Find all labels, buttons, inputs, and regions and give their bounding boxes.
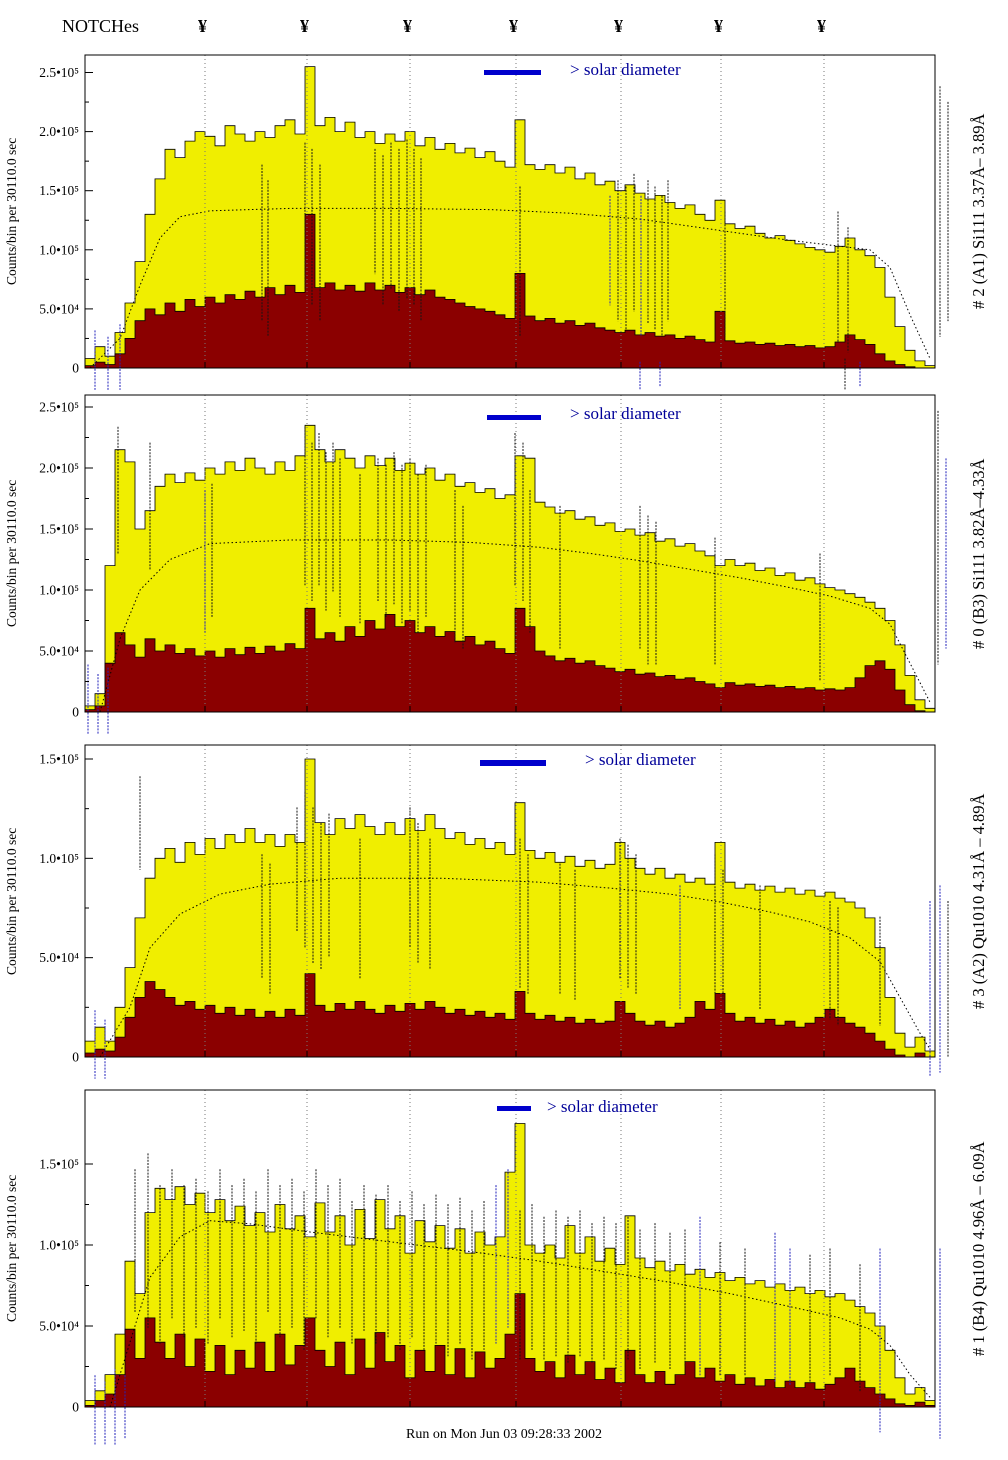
y-tick-label: 1.5•10⁵ xyxy=(39,522,79,537)
y-axis-label-panel3: Counts/bin per 30110.0 sec xyxy=(4,827,19,975)
solar-diameter-bar xyxy=(487,415,541,420)
y-tick-label: 5.0•10⁴ xyxy=(39,950,79,965)
y-tick-label: 1.5•10⁵ xyxy=(39,183,79,198)
envelope-curve xyxy=(109,1220,931,1408)
y-tick-label: 0 xyxy=(72,1050,79,1065)
y-axis-label-panel2: Counts/bin per 30110.0 sec xyxy=(4,479,19,628)
notch-symbol: ¥ xyxy=(300,16,309,36)
y-tick-label: 2.0•10⁵ xyxy=(39,124,79,139)
notch-symbol: ¥ xyxy=(198,16,207,36)
panel-frame xyxy=(84,394,936,713)
notch-symbol: ¥ xyxy=(614,16,623,36)
y-tick-label: 1.0•10⁵ xyxy=(39,851,79,866)
total-histogram xyxy=(84,1123,936,1408)
panel-frame xyxy=(84,1089,936,1408)
envelope-curve xyxy=(99,539,931,713)
solar-diameter-label-panel4: > solar diameter xyxy=(547,1097,658,1116)
solar-diameter-bar xyxy=(484,70,541,75)
channel-title-panel2: # 0 (B3) Si111 3.82Å–4.33Å xyxy=(969,458,988,649)
solar-diameter-label-panel2: > solar diameter xyxy=(570,404,681,423)
solar-diameter-label-panel1: > solar diameter xyxy=(570,60,681,79)
y-tick-label: 1.5•10⁵ xyxy=(39,751,79,766)
y-tick-label: 2.5•10⁵ xyxy=(39,400,79,415)
y-axis-label-panel1: Counts/bin per 30110.0 sec xyxy=(4,137,19,286)
panel-frame xyxy=(84,54,936,369)
y-tick-label: 0 xyxy=(72,1400,79,1415)
notch-symbol: ¥ xyxy=(817,16,826,36)
y-tick-label: 2.5•10⁵ xyxy=(39,65,79,80)
panel-2: 0 5.0•10⁴ 1.0•10⁵ 1.5•10⁵ xyxy=(39,744,949,1079)
background-histogram xyxy=(84,1293,936,1408)
run-timestamp: Run on Mon Jun 03 09:28:33 2002 xyxy=(405,1427,602,1442)
notch-symbol: ¥ xyxy=(403,16,412,36)
y-tick-label: 0 xyxy=(72,361,79,376)
y-tick-label: 1.0•10⁵ xyxy=(39,583,79,598)
y-tick-label: 5.0•10⁴ xyxy=(39,301,79,316)
y-axis-label-panel4: Counts/bin per 30110.0 sec xyxy=(4,1174,19,1323)
background-histogram xyxy=(84,607,935,713)
y-tick-label: 5.0•10⁴ xyxy=(39,1319,79,1334)
panel-frame xyxy=(84,744,936,1058)
solar-diameter-bar xyxy=(480,760,546,766)
solar-diameter-label-panel3: > solar diameter xyxy=(585,750,696,769)
y-tick-label: 2.0•10⁵ xyxy=(39,461,79,476)
background-histogram xyxy=(84,213,935,369)
y-tick-label: 1.5•10⁵ xyxy=(39,1157,79,1172)
background-histogram xyxy=(84,973,935,1058)
channel-title-panel3: # 3 (A2) Qu1010 4.31Å – 4.89Å xyxy=(969,793,988,1009)
channel-title-panel1: # 2 (A1) Si111 3.37Å– 3.89Å xyxy=(969,113,988,310)
y-tick-label: 1.0•10⁵ xyxy=(39,242,79,257)
y-tick-label: 1.0•10⁵ xyxy=(39,1238,79,1253)
panel-0: 0 5.0•10⁴ 1.0•10⁵ 1.5•10⁵ 2.0•10⁵ 2.5•10⁵ xyxy=(39,54,949,390)
solar-diameter-bar xyxy=(497,1106,531,1111)
notch-symbol: ¥ xyxy=(714,16,723,36)
y-tick-label: 5.0•10⁴ xyxy=(39,644,79,659)
panel-1: 0 5.0•10⁴ 1.0•10⁵ 1.5•10⁵ 2.0•10⁵ 2.5•10⁵ xyxy=(39,394,947,735)
envelope-curve xyxy=(89,207,931,369)
channel-title-panel4: # 1 (B4) Qu1010 4.96Å – 6.09Å xyxy=(969,1141,988,1356)
notch-symbol: ¥ xyxy=(509,16,518,36)
notches-label: NOTCHes xyxy=(62,16,139,36)
y-tick-label: 0 xyxy=(72,705,79,720)
panel-3: 0 5.0•10⁴ 1.0•10⁵ 1.5•10⁵ xyxy=(39,1089,941,1445)
